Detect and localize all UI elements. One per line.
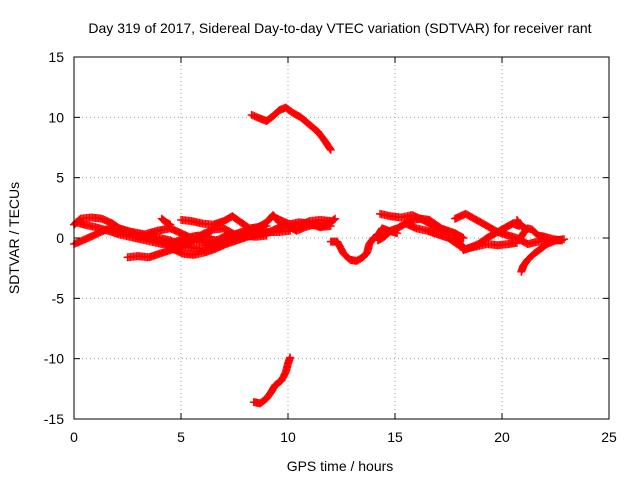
data-point-marker <box>560 235 569 244</box>
x-tick-label: 15 <box>387 429 403 445</box>
data-point-marker <box>326 145 335 154</box>
data-point-marker <box>326 217 335 226</box>
axis-ticks: 0 5 10 15 20 25 -15 -10 -5 0 5 10 15 <box>44 49 617 445</box>
series-arc-8 <box>157 214 175 229</box>
series-arc-22 <box>517 235 569 276</box>
series-arc-11 <box>273 214 335 230</box>
y-tick-label: 5 <box>56 170 64 186</box>
y-axis-label: SDTVAR / TECUs <box>6 182 22 294</box>
x-tick-label: 0 <box>70 429 78 445</box>
series-arc-14 <box>326 224 402 265</box>
x-tick-label: 10 <box>280 429 296 445</box>
y-tick-label: 10 <box>48 109 64 125</box>
y-tick-label: 0 <box>56 230 64 246</box>
data-point-marker <box>521 224 530 233</box>
x-tick-label: 25 <box>601 429 617 445</box>
y-tick-label: -5 <box>52 290 65 306</box>
data-point-marker <box>166 220 175 229</box>
y-tick-label: -10 <box>44 351 64 367</box>
y-tick-label: -15 <box>44 411 64 427</box>
y-tick-label: 15 <box>48 49 64 65</box>
series-arc-21 <box>512 215 530 233</box>
data-point-marker <box>325 144 334 153</box>
x-axis-label: GPS time / hours <box>287 458 394 474</box>
series-arc-18 <box>450 219 524 255</box>
chart-title: Day 319 of 2017, Sidereal Day-to-day VTE… <box>88 20 591 36</box>
data-point-marker <box>286 353 295 362</box>
x-tick-label: 5 <box>177 429 185 445</box>
series-arc-12 <box>247 103 335 154</box>
data-points <box>70 103 569 408</box>
x-tick-label: 20 <box>494 429 510 445</box>
data-point-marker <box>331 214 340 223</box>
series-arc-13 <box>249 353 295 408</box>
